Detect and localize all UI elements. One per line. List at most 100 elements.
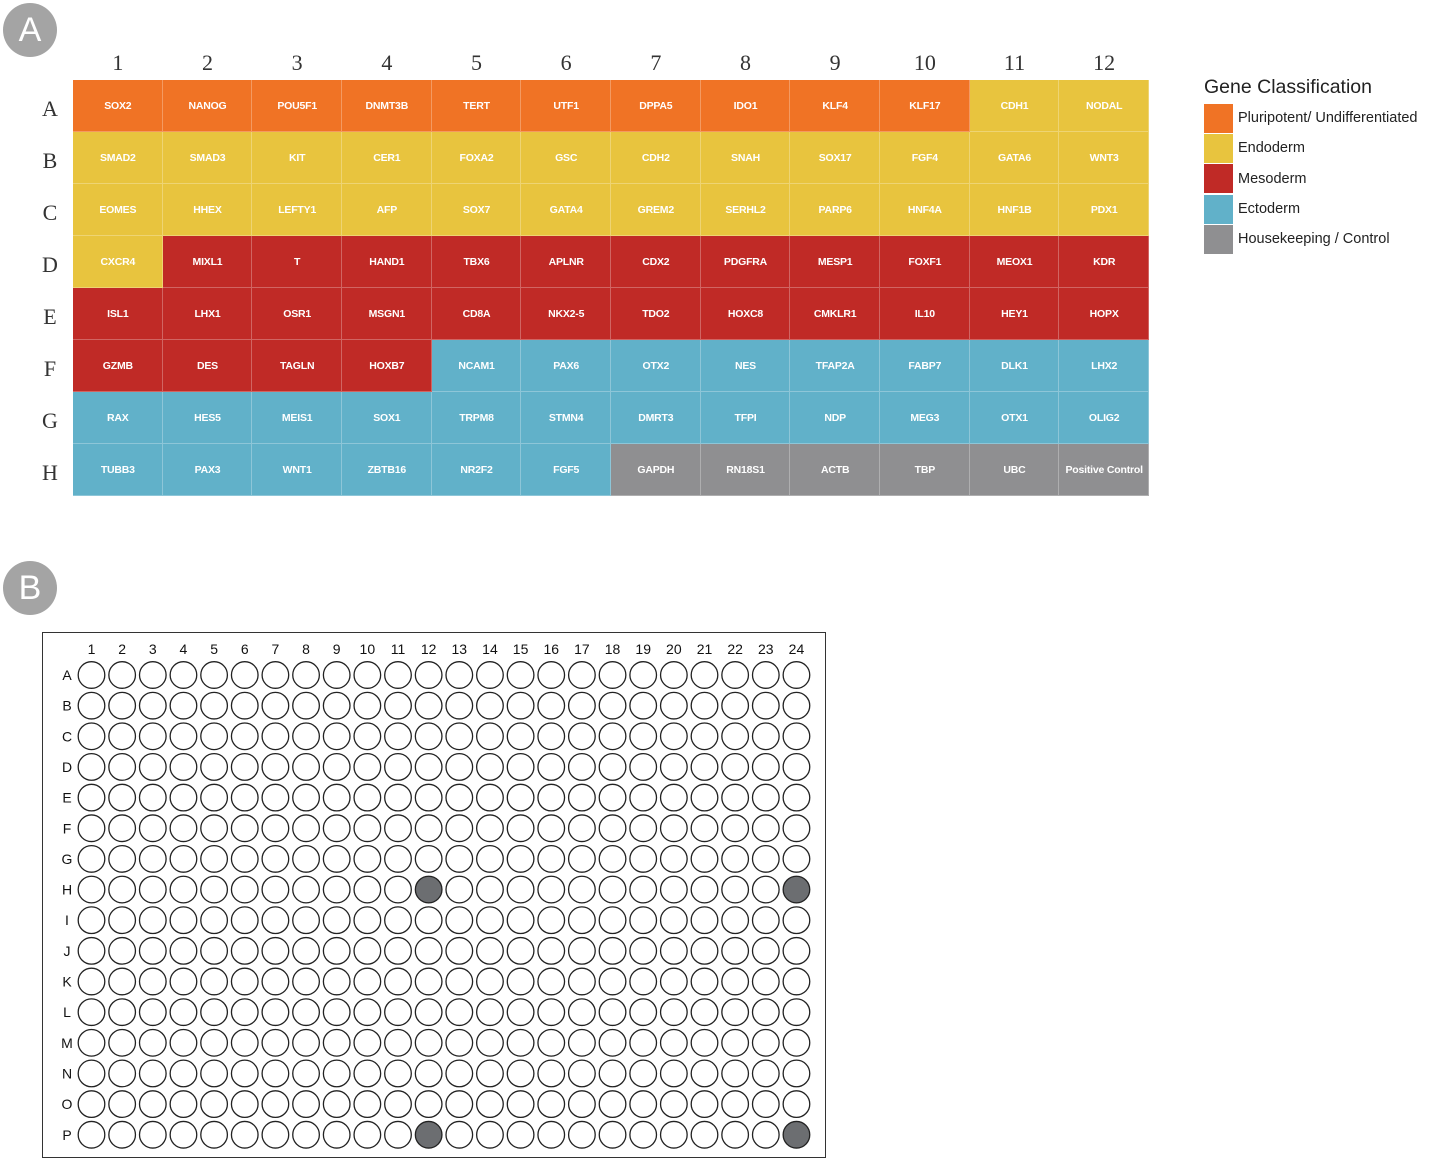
well bbox=[384, 722, 412, 751]
legend-swatch bbox=[1204, 194, 1233, 224]
well bbox=[77, 1028, 106, 1057]
well bbox=[353, 844, 382, 873]
well bbox=[445, 998, 474, 1027]
well bbox=[476, 875, 504, 904]
plate-column-label: 13 bbox=[452, 641, 468, 657]
well bbox=[353, 1059, 382, 1088]
well bbox=[721, 752, 750, 781]
well bbox=[353, 1090, 382, 1119]
well bbox=[598, 998, 627, 1027]
well bbox=[659, 1059, 688, 1088]
legend-swatch bbox=[1204, 224, 1233, 254]
gene-cell: CDH2 bbox=[610, 132, 701, 184]
well bbox=[414, 936, 443, 965]
well bbox=[782, 1090, 811, 1119]
well bbox=[782, 691, 811, 720]
well bbox=[353, 661, 382, 689]
gene-cell: KLF17 bbox=[879, 80, 970, 132]
well bbox=[506, 936, 535, 965]
well bbox=[384, 691, 412, 720]
well bbox=[108, 1028, 137, 1057]
well bbox=[445, 844, 474, 873]
well bbox=[506, 691, 535, 720]
plate-row-label: G bbox=[62, 851, 73, 867]
well bbox=[629, 661, 658, 689]
well bbox=[77, 1120, 106, 1149]
well bbox=[292, 998, 320, 1027]
plate-row-label: I bbox=[65, 912, 69, 928]
well bbox=[261, 691, 290, 720]
well bbox=[506, 752, 535, 781]
column-label: 7 bbox=[650, 50, 662, 75]
well bbox=[292, 661, 320, 689]
legend-swatch bbox=[1204, 103, 1233, 133]
legend-item: Ectoderm bbox=[1204, 194, 1449, 224]
well bbox=[230, 722, 259, 751]
panel-a-badge: A bbox=[3, 3, 57, 57]
gene-cell: IDO1 bbox=[700, 80, 791, 132]
well bbox=[169, 1090, 198, 1119]
well bbox=[77, 875, 106, 904]
well bbox=[567, 875, 596, 904]
legend-swatch bbox=[1204, 164, 1233, 194]
gene-cell: NR2F2 bbox=[431, 444, 522, 496]
well bbox=[169, 998, 198, 1027]
well bbox=[414, 752, 443, 781]
well bbox=[537, 691, 566, 720]
well bbox=[721, 691, 750, 720]
column-label: 1 bbox=[112, 50, 124, 75]
plate-row-label: B bbox=[62, 698, 71, 714]
well bbox=[659, 1028, 688, 1057]
well bbox=[751, 814, 780, 843]
well bbox=[537, 661, 566, 689]
well bbox=[414, 906, 443, 935]
plate-column-label: 24 bbox=[789, 641, 805, 657]
well bbox=[169, 844, 198, 873]
well bbox=[138, 814, 167, 843]
well bbox=[445, 1028, 474, 1057]
well bbox=[77, 814, 106, 843]
well bbox=[506, 906, 535, 935]
well bbox=[384, 814, 412, 843]
well bbox=[506, 722, 535, 751]
well bbox=[353, 875, 382, 904]
well bbox=[138, 783, 167, 812]
well bbox=[506, 661, 535, 689]
gene-cell: APLNR bbox=[521, 236, 611, 288]
gene-cell: TRPM8 bbox=[431, 392, 522, 444]
well bbox=[690, 998, 719, 1027]
panel-a-column-labels: 1 2 3 4 5 6 7 8 9 10 11 12 bbox=[73, 50, 1149, 78]
gene-cell: FABP7 bbox=[879, 340, 970, 392]
well bbox=[537, 844, 566, 873]
gene-cell: TFPI bbox=[700, 392, 791, 444]
well bbox=[751, 691, 780, 720]
well bbox=[598, 906, 627, 935]
filled-well bbox=[782, 875, 811, 904]
well bbox=[445, 967, 474, 996]
plate-column-label: 17 bbox=[574, 641, 590, 657]
gene-cell: DLK1 bbox=[969, 340, 1060, 392]
well bbox=[108, 1090, 137, 1119]
well bbox=[476, 814, 504, 843]
well bbox=[476, 752, 504, 781]
well bbox=[138, 691, 167, 720]
well bbox=[169, 936, 198, 965]
well bbox=[414, 722, 443, 751]
well bbox=[629, 783, 658, 812]
gene-cell: CMKLR1 bbox=[790, 288, 880, 340]
well bbox=[77, 661, 106, 689]
well bbox=[721, 783, 750, 812]
well bbox=[77, 844, 106, 873]
well bbox=[414, 661, 443, 689]
well bbox=[292, 752, 320, 781]
filled-well bbox=[414, 1120, 443, 1149]
well bbox=[659, 1120, 688, 1149]
well bbox=[598, 722, 627, 751]
row-label: G bbox=[42, 408, 58, 433]
well bbox=[384, 875, 412, 904]
well bbox=[261, 661, 290, 689]
well bbox=[292, 936, 320, 965]
well bbox=[200, 752, 229, 781]
row-label: D bbox=[42, 252, 58, 277]
well bbox=[751, 906, 780, 935]
